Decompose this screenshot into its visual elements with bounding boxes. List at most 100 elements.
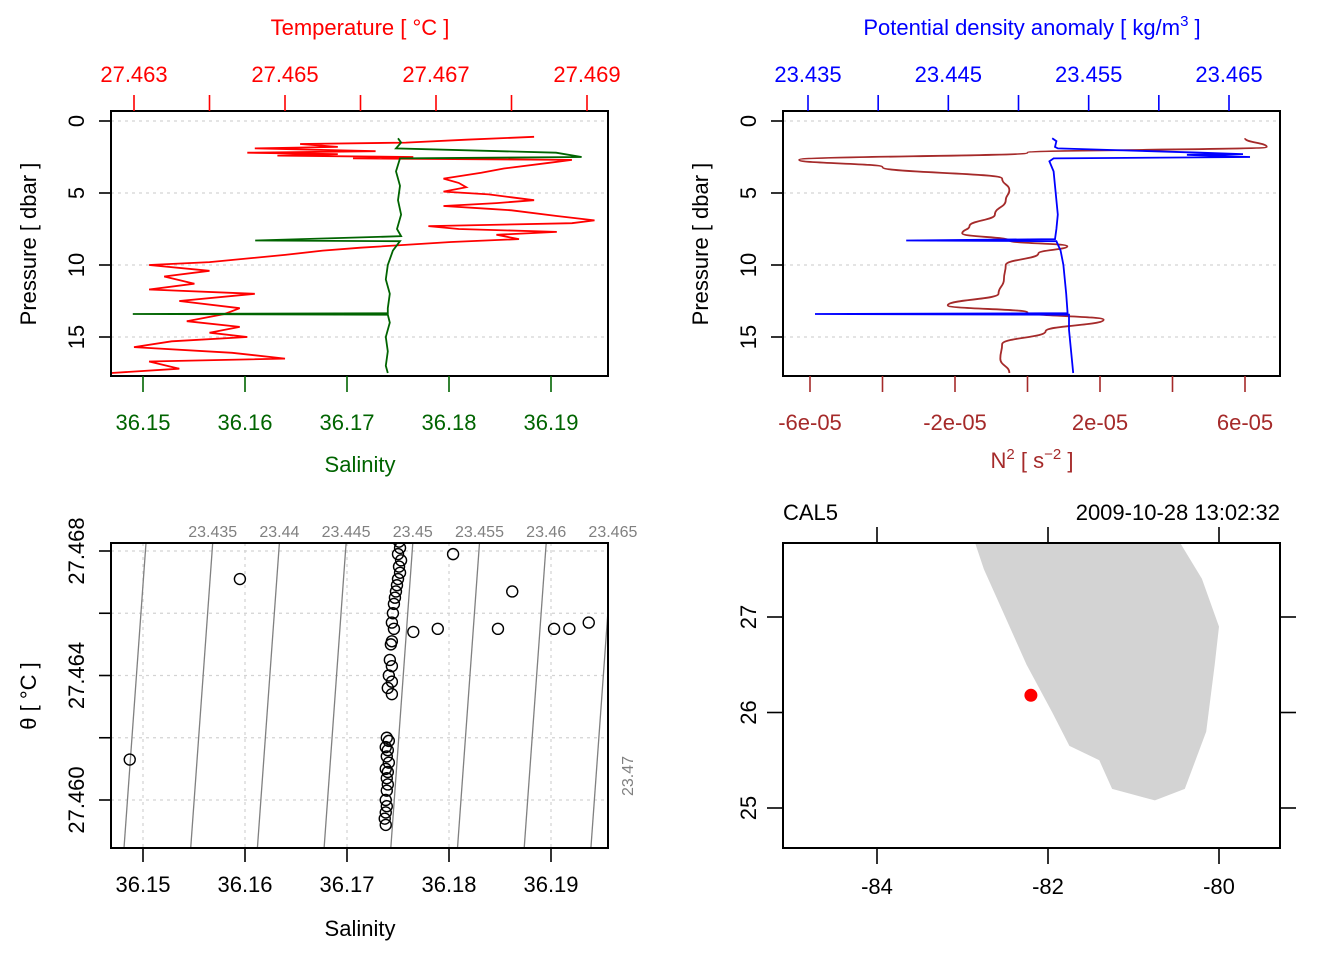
bottom-tick-label: 36.18 xyxy=(421,410,476,435)
y-tick-label: 15 xyxy=(64,325,89,349)
x-tick-label: 36.15 xyxy=(115,872,170,897)
isopycnal-line xyxy=(123,543,147,848)
ts-point xyxy=(391,572,405,586)
ts-point xyxy=(547,622,561,636)
top-tick-label: 23.435 xyxy=(774,62,841,87)
isopycnal-line xyxy=(523,543,547,848)
top-axis-title: Temperature [ °C ] xyxy=(271,15,450,40)
ts-point xyxy=(381,681,394,695)
ts-point xyxy=(380,750,393,763)
y-tick-label: 0 xyxy=(736,115,761,127)
ts-point xyxy=(506,585,519,598)
x-tick-label: 36.19 xyxy=(523,872,578,897)
ts-point xyxy=(385,616,399,629)
isopycnal-line xyxy=(658,543,680,848)
ts-point xyxy=(380,772,393,785)
top-tick-label: 23.465 xyxy=(1195,62,1262,87)
ts-point xyxy=(378,812,391,825)
x-tick-label: 36.16 xyxy=(217,872,272,897)
y-tick-label: 27.468 xyxy=(64,517,89,584)
y-axis-title: Pressure [ dbar ] xyxy=(16,163,41,326)
ts-point xyxy=(446,547,460,561)
top-tick-label: 27.465 xyxy=(251,62,318,87)
bottom-tick-label: -2e-05 xyxy=(923,410,987,435)
y-tick-label: 26 xyxy=(736,700,761,724)
ts-point xyxy=(491,622,505,636)
n2-line xyxy=(798,137,1268,374)
top-tick-label: 27.463 xyxy=(100,62,167,87)
ts-point xyxy=(379,740,392,754)
bottom-tick-label: 6e-05 xyxy=(1217,410,1273,435)
isopycnal-line xyxy=(256,543,281,848)
y-tick-label: 25 xyxy=(736,796,761,820)
bottom-tick-label: 2e-05 xyxy=(1072,410,1128,435)
isopycnal-label: 23.44 xyxy=(259,524,299,541)
ts-point xyxy=(582,616,595,629)
x-axis-title: Salinity xyxy=(325,916,396,941)
top-tick-label: 23.445 xyxy=(915,62,982,87)
isopycnal-line xyxy=(190,543,214,848)
isopycnal-line xyxy=(456,543,481,848)
ts-point xyxy=(233,572,247,586)
temperature-line xyxy=(111,135,595,374)
station-time-label: 2009-10-28 13:02:32 xyxy=(1076,500,1280,525)
ts-point xyxy=(393,543,407,555)
ts-point xyxy=(380,800,393,813)
ts-point xyxy=(382,756,396,769)
isopycnal-label: 23.445 xyxy=(322,524,371,541)
x-tick-label: -84 xyxy=(861,874,893,899)
ts-point xyxy=(393,566,407,579)
y-tick-label: 5 xyxy=(736,187,761,199)
ts-point xyxy=(387,622,401,636)
ts-point xyxy=(392,543,406,548)
ts-point xyxy=(563,622,576,636)
ts-point xyxy=(123,753,136,766)
ts-point xyxy=(383,653,397,667)
y-tick-label: 15 xyxy=(736,325,761,349)
ts-point xyxy=(392,560,406,573)
bottom-tick-label: 36.15 xyxy=(115,410,170,435)
top-tick-label: 23.455 xyxy=(1055,62,1122,87)
y-axis-title: Pressure [ dbar ] xyxy=(688,163,713,326)
bottom-tick-label: 36.16 xyxy=(217,410,272,435)
y-tick-label: 10 xyxy=(64,253,89,277)
x-tick-label: -82 xyxy=(1032,874,1064,899)
y-tick-label: 10 xyxy=(736,253,761,277)
x-tick-label: 36.18 xyxy=(421,872,476,897)
ts-point xyxy=(385,687,399,701)
panel-frame xyxy=(782,110,1281,377)
ts-point xyxy=(386,607,400,620)
ts-point xyxy=(382,734,396,748)
isopycnal-label: 23.47 xyxy=(620,756,637,796)
x-tick-label: 36.17 xyxy=(319,872,374,897)
bottom-tick-label: 36.19 xyxy=(523,410,578,435)
isopycnal-line xyxy=(390,543,414,848)
ts-point xyxy=(385,675,399,688)
ts-point xyxy=(389,585,403,598)
bottom-tick-label: 36.17 xyxy=(319,410,374,435)
panel-density-n2: 0 5 10 15 Pressure [ dbar ] 23.435 23.445 23.45… xyxy=(688,13,1281,473)
density-line xyxy=(814,137,1251,374)
isopycnal-label: 23.435 xyxy=(188,524,237,541)
y-tick-label: 0 xyxy=(64,115,89,127)
ts-point xyxy=(394,554,408,567)
panel-frame xyxy=(782,542,1281,849)
isopycnal-line xyxy=(323,543,347,848)
top-tick-label: 27.469 xyxy=(553,62,620,87)
ts-point xyxy=(379,762,392,776)
station-marker xyxy=(1024,688,1038,702)
y-tick-label: 27.460 xyxy=(64,766,89,833)
isopycnal-label: 23.465 xyxy=(588,524,637,541)
panel-temperature-salinity: 0 5 10 15 Pressure [ dbar ] 27.463 27.465 27.46… xyxy=(16,15,621,477)
panel-station-map: -84 -82 -80 25 26 27 CAL5 2009-10-28 13:02:32 xyxy=(736,500,1296,899)
ts-point xyxy=(388,591,402,604)
isopycnal-line xyxy=(590,601,608,848)
ts-point xyxy=(379,806,392,819)
ts-point xyxy=(380,731,393,744)
ts-point xyxy=(387,597,401,611)
y-tick-label: 5 xyxy=(64,187,89,199)
isopycnal-label: 23.455 xyxy=(455,524,504,541)
ts-point xyxy=(380,784,393,797)
panel-ts-diagram: 23.435 23.44 23.445 23.45 23.455 23.46 23.465 2… xyxy=(16,517,680,941)
